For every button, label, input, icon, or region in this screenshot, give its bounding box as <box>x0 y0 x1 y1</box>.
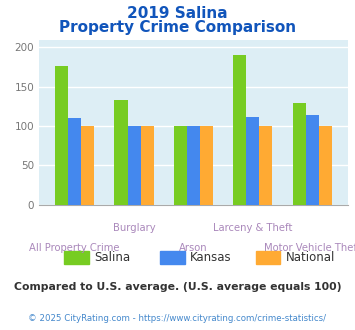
Text: Larceny & Theft: Larceny & Theft <box>213 223 293 233</box>
Text: All Property Crime: All Property Crime <box>29 243 120 252</box>
Bar <box>141 126 154 205</box>
Bar <box>55 66 68 205</box>
Bar <box>127 126 141 205</box>
Text: © 2025 CityRating.com - https://www.cityrating.com/crime-statistics/: © 2025 CityRating.com - https://www.city… <box>28 314 327 323</box>
Bar <box>187 126 200 205</box>
Text: National: National <box>286 251 335 264</box>
Text: Motor Vehicle Theft: Motor Vehicle Theft <box>264 243 355 252</box>
Bar <box>81 126 94 205</box>
Text: Salina: Salina <box>94 251 130 264</box>
Bar <box>246 116 260 205</box>
Bar <box>306 115 319 205</box>
Bar <box>319 126 332 205</box>
Bar <box>114 100 127 205</box>
Bar <box>68 118 81 205</box>
Text: Burglary: Burglary <box>113 223 155 233</box>
Bar <box>260 126 273 205</box>
Text: 2019 Salina: 2019 Salina <box>127 7 228 21</box>
Bar <box>293 103 306 205</box>
Text: Kansas: Kansas <box>190 251 231 264</box>
Bar <box>174 126 187 205</box>
Text: Arson: Arson <box>179 243 208 252</box>
Text: Property Crime Comparison: Property Crime Comparison <box>59 20 296 35</box>
Bar <box>200 126 213 205</box>
Bar <box>233 54 246 205</box>
Text: Compared to U.S. average. (U.S. average equals 100): Compared to U.S. average. (U.S. average … <box>14 282 341 292</box>
